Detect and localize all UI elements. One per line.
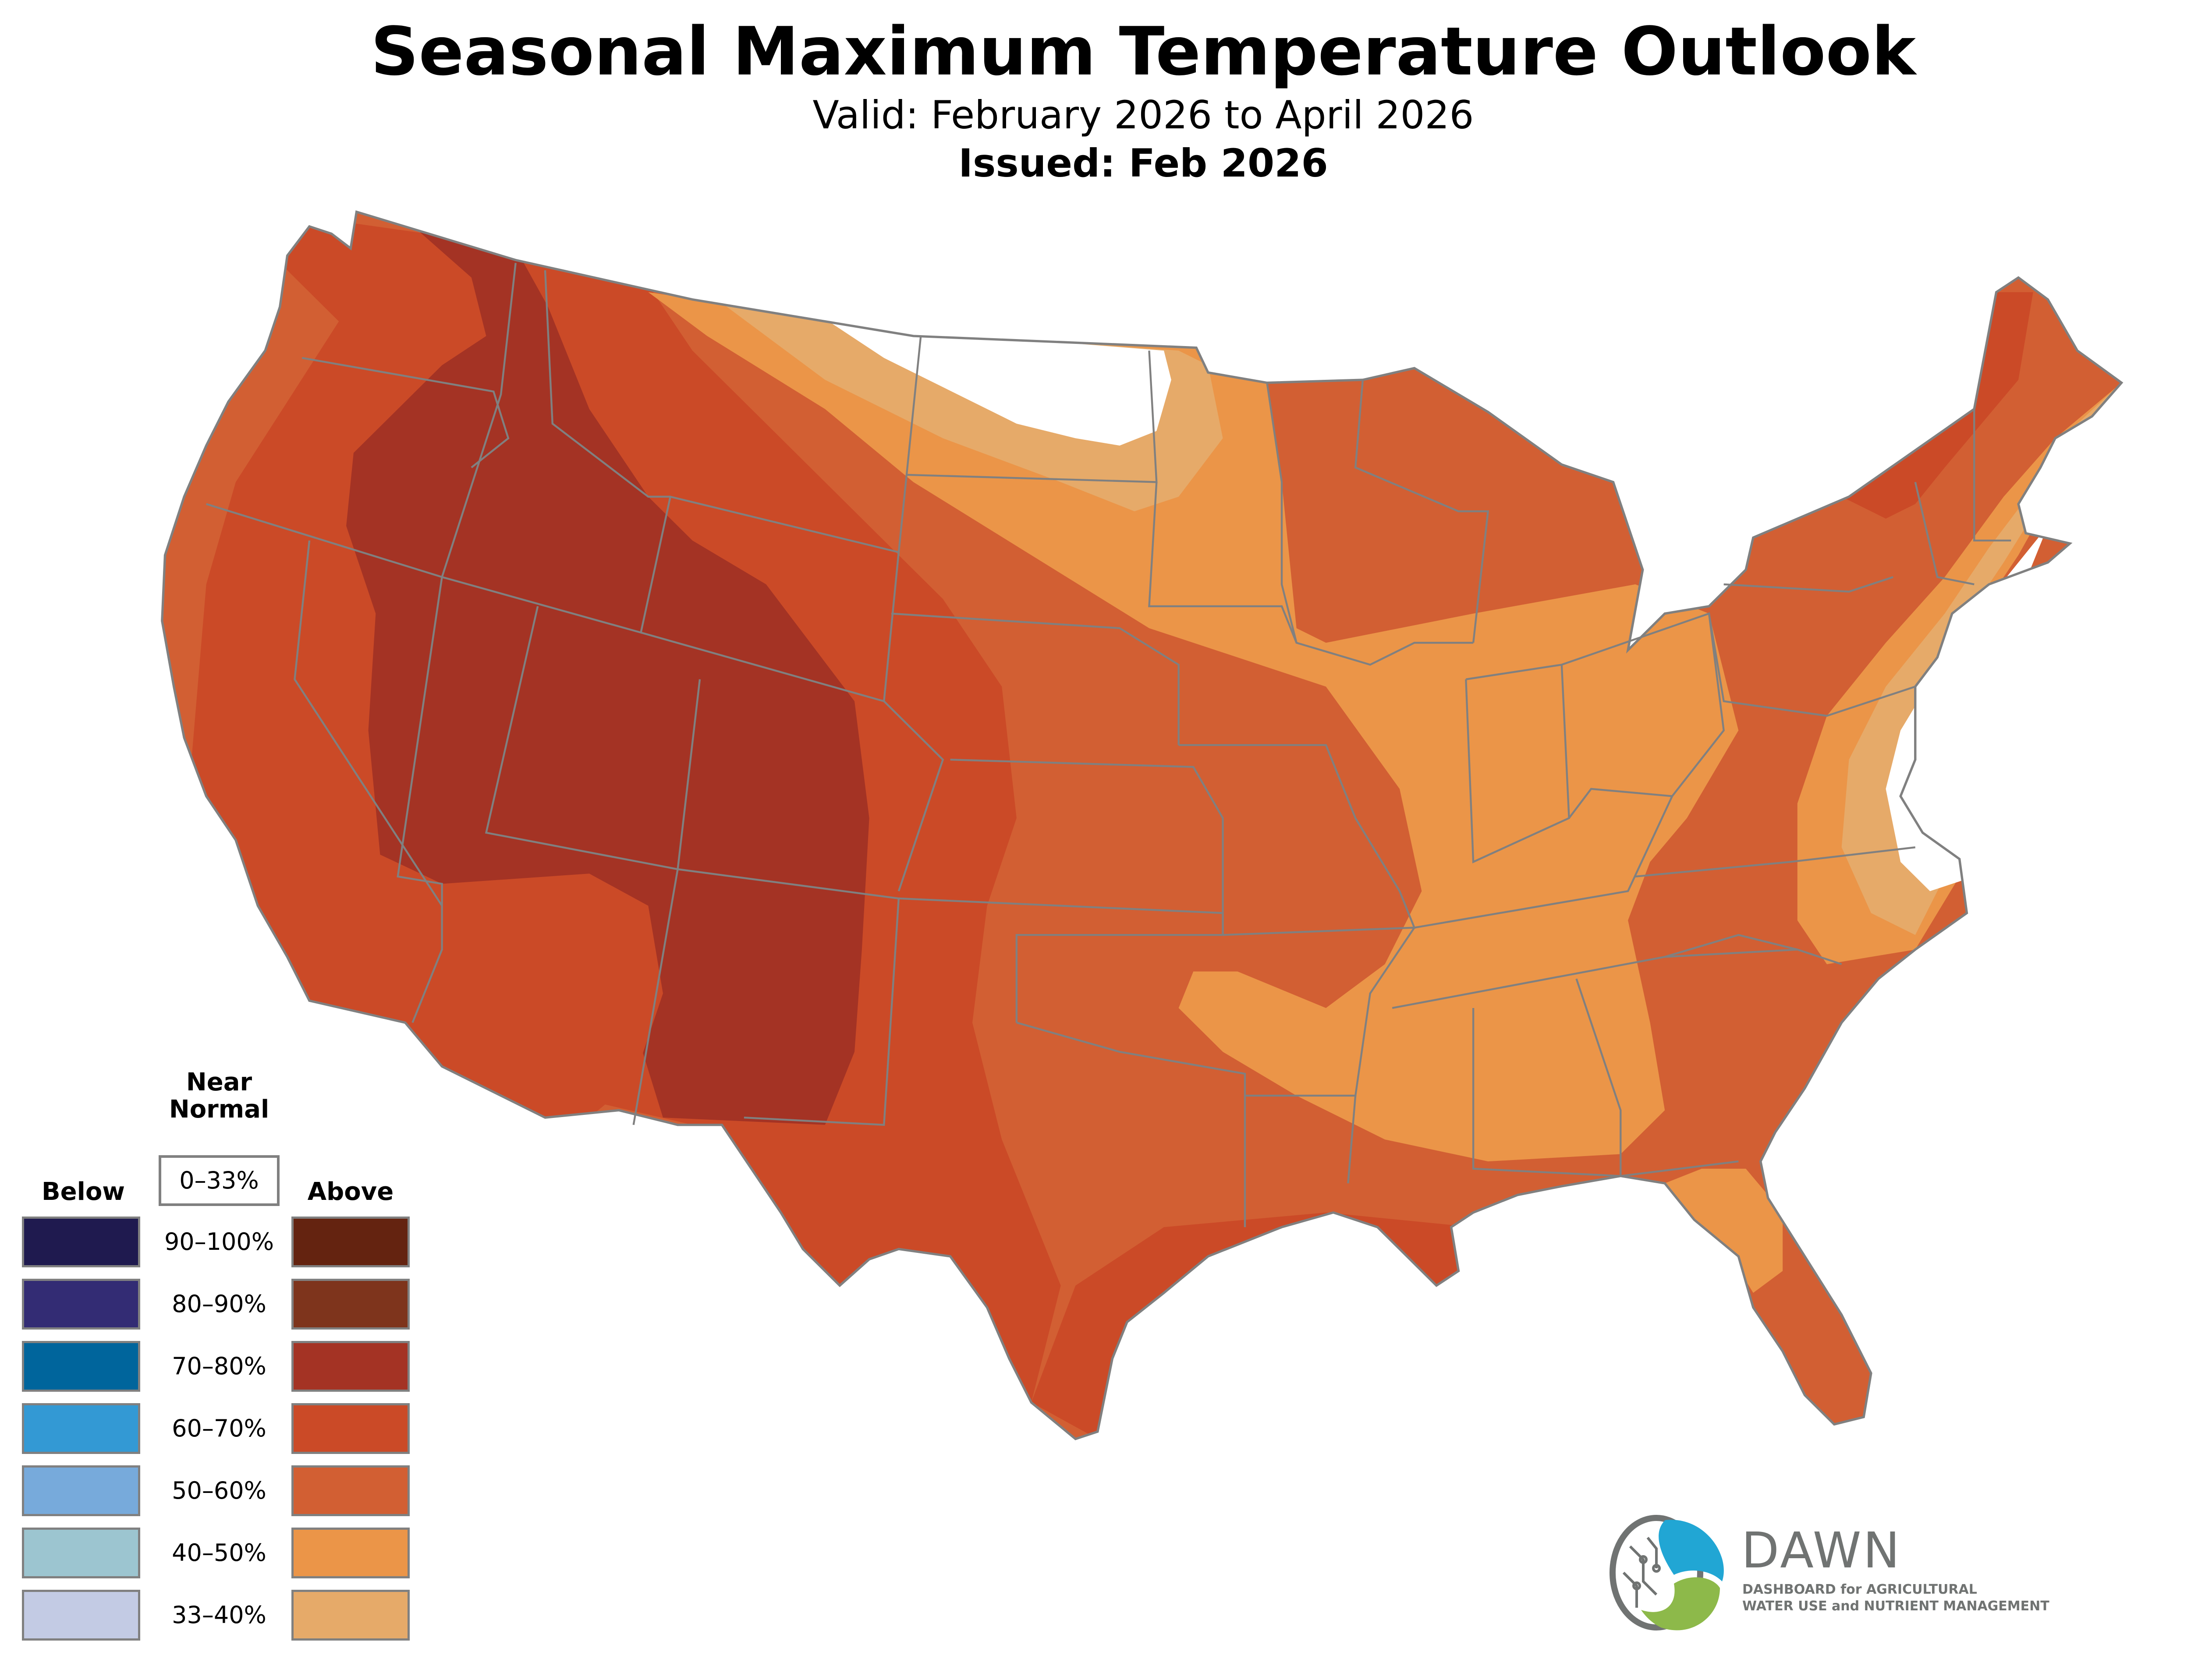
state-border bbox=[1664, 934, 1798, 958]
band-near-normal-north bbox=[795, 299, 1171, 446]
logo-gray-circuit bbox=[1610, 1515, 1703, 1630]
state-border bbox=[1575, 978, 1739, 1177]
state-border bbox=[1354, 379, 1489, 643]
state-borders bbox=[206, 263, 2011, 1227]
dawn-logo: DAWN DASHBOARD for AGRICULTURAL WATER US… bbox=[1604, 1498, 2049, 1647]
state-border bbox=[950, 758, 1224, 1023]
band-below-33-40-delmarva bbox=[1918, 727, 1933, 775]
state-border bbox=[1016, 1022, 1246, 1227]
band-above-60-70-az bbox=[427, 874, 663, 1118]
state-border bbox=[544, 270, 670, 498]
valid-period: Valid: February 2026 to April 2026 bbox=[812, 92, 1474, 138]
map-title: Seasonal Maximum Temperature Outlook bbox=[370, 13, 1916, 90]
logo-name: DAWN bbox=[1741, 1522, 1902, 1579]
state-border bbox=[442, 495, 899, 634]
state-border bbox=[1914, 481, 1975, 586]
state-border bbox=[1973, 409, 2011, 542]
logo-blue-drop bbox=[1659, 1520, 1724, 1581]
state-border bbox=[206, 503, 443, 578]
state-border bbox=[1708, 613, 1916, 717]
state-border bbox=[1635, 846, 1916, 878]
state-border bbox=[1148, 482, 1298, 644]
state-border bbox=[397, 263, 517, 1023]
state-border bbox=[1266, 382, 1474, 666]
state-border bbox=[1347, 1095, 1357, 1184]
state-border bbox=[301, 357, 510, 468]
state-border bbox=[485, 606, 679, 1125]
state-border bbox=[1392, 948, 1842, 1009]
dawn-logo-mark bbox=[1610, 1515, 1724, 1630]
band-above-40-50-north bbox=[648, 292, 1739, 1162]
state-border bbox=[294, 540, 443, 906]
state-border bbox=[1178, 744, 1416, 936]
state-border bbox=[640, 631, 884, 702]
band-above-33-40-east bbox=[1841, 382, 2122, 935]
circuit-lines bbox=[1622, 1537, 1661, 1608]
state-border bbox=[1723, 576, 1894, 593]
issued-date: Issued: Feb 2026 bbox=[958, 141, 1328, 186]
band-above-40-50-florida bbox=[1665, 1168, 1783, 1293]
state-border bbox=[1561, 612, 1725, 819]
logo-green-leaf bbox=[1641, 1577, 1720, 1630]
band-above-70-80 bbox=[346, 219, 869, 1125]
logo-tagline-line1: DASHBOARD for AGRICULTURAL bbox=[1742, 1582, 1977, 1597]
state-border bbox=[1244, 927, 1415, 1097]
logo-tagline: DASHBOARD for AGRICULTURAL WATER USE and… bbox=[1742, 1581, 2049, 1615]
state-border bbox=[891, 612, 1180, 745]
state-border bbox=[898, 897, 1224, 935]
state-border bbox=[1472, 1008, 1621, 1177]
state-border bbox=[1414, 796, 1673, 929]
logo-tagline-line2: WATER USE and NUTRIENT MANAGEMENT bbox=[1742, 1599, 2049, 1614]
